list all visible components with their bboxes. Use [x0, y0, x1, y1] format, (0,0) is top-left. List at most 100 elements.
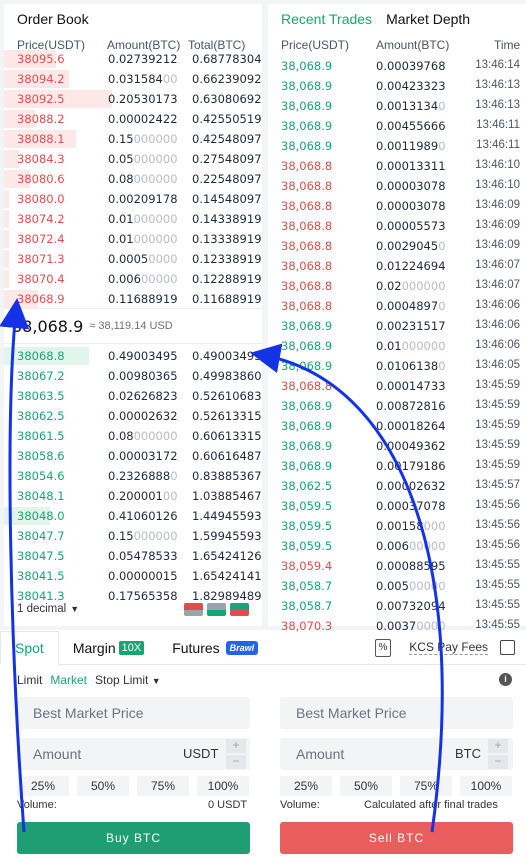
- trade-amount: 0.00131340: [376, 99, 446, 113]
- trade-amount: 0.00179186: [376, 459, 446, 473]
- trade-row: 38,068.9 0.00179186 13:45:59: [268, 456, 526, 476]
- bid-row[interactable]: 38067.2 0.00980365 0.49983860: [4, 366, 262, 386]
- amount-value: 0.15: [108, 132, 134, 146]
- order-type-market[interactable]: Market: [50, 673, 88, 687]
- trade-amount: 0.00037078: [376, 499, 446, 513]
- trade-time: 13:46:11: [476, 139, 520, 151]
- ask-amount: 0.15000000: [108, 132, 178, 146]
- ask-row[interactable]: 38072.4 0.01000000 0.13338919: [4, 229, 262, 249]
- bid-row[interactable]: 38063.5 0.02626823 0.52610683: [4, 386, 262, 406]
- amount-trailing-zeros: 000: [423, 519, 446, 533]
- buy-pct-75[interactable]: 75%: [137, 776, 189, 796]
- ask-row[interactable]: 38088.2 0.00002422 0.42550519: [4, 109, 262, 129]
- amount-trailing-zeros: 000000: [401, 339, 446, 353]
- kcs-pay-fees-checkbox[interactable]: [500, 640, 515, 655]
- trade-time: 13:46:13: [475, 99, 520, 111]
- amount-trailing-zeros: 00: [162, 489, 178, 503]
- bid-row[interactable]: 38058.6 0.00003172 0.60616487: [4, 446, 262, 466]
- sell-pct-100[interactable]: 100%: [460, 776, 512, 796]
- ask-row[interactable]: 38080.6 0.08000000 0.22548097: [4, 169, 262, 189]
- trades-col-time: Time: [494, 38, 521, 52]
- bid-row[interactable]: 38048.0 0.41060126 1.44945593: [4, 506, 262, 526]
- amount-value: 0.17565358: [108, 589, 178, 603]
- tab-spot[interactable]: Spot: [0, 630, 59, 665]
- ask-row[interactable]: 38074.2 0.01000000 0.14338919: [4, 209, 262, 229]
- buy-amount-input[interactable]: Amount: [17, 738, 250, 770]
- info-icon[interactable]: i: [499, 673, 512, 686]
- buy-pct-50[interactable]: 50%: [77, 776, 129, 796]
- amount-value: 0.006: [376, 539, 409, 553]
- calculator-icon[interactable]: %: [375, 639, 391, 657]
- trade-amount: 0.00290450: [376, 239, 446, 253]
- tab-recent-trades[interactable]: Recent Trades: [281, 11, 373, 27]
- decimal-select[interactable]: 1 decimal ▼: [17, 603, 80, 615]
- ask-total: 0.12288919: [192, 272, 262, 286]
- ask-row[interactable]: 38088.1 0.15000000 0.42548097: [4, 129, 262, 149]
- buy-amount-decrement[interactable]: −: [226, 755, 246, 769]
- book-mode-asks-icon[interactable]: [207, 603, 226, 616]
- amount-value: 0.08: [108, 172, 134, 186]
- trade-price: 38,059.4: [281, 559, 333, 573]
- trade-time: 13:46:06: [475, 339, 520, 351]
- bid-row[interactable]: 38041.3 0.17565358 1.82989489: [4, 586, 262, 606]
- tab-market-depth[interactable]: Market Depth: [386, 11, 471, 27]
- amount-value: 0.00013311: [376, 159, 446, 173]
- trade-time: 13:46:07: [475, 259, 520, 271]
- ask-row[interactable]: 38068.9 0.11688919 0.11688919: [4, 289, 262, 309]
- trade-time: 13:46:09: [475, 239, 520, 251]
- sell-amount-decrement[interactable]: −: [488, 755, 508, 769]
- amount-trailing-zeros: 00: [162, 72, 178, 86]
- bid-total: 0.49003495: [192, 349, 262, 363]
- book-mode-bids-icon[interactable]: [230, 603, 249, 616]
- bid-row[interactable]: 38061.5 0.08000000 0.60613315: [4, 426, 262, 446]
- ask-row[interactable]: 38071.3 0.00050000 0.12338919: [4, 249, 262, 269]
- bid-row[interactable]: 38041.5 0.00000015 1.65424141: [4, 566, 262, 586]
- amount-value: 0.05478533: [108, 549, 178, 563]
- amount-value: 0.0011989: [376, 139, 439, 153]
- trade-amount: 0.00003078: [376, 179, 446, 193]
- tab-margin[interactable]: Margin 10X: [59, 631, 158, 665]
- buy-pct-100[interactable]: 100%: [197, 776, 249, 796]
- bid-row[interactable]: 38054.6 0.23268880 0.83885367: [4, 466, 262, 486]
- sell-pct-75[interactable]: 75%: [400, 776, 452, 796]
- bid-row[interactable]: 38048.1 0.20000100 1.03885467: [4, 486, 262, 506]
- ask-row[interactable]: 38094.2 0.03158400 0.66239092: [4, 69, 262, 89]
- bid-row[interactable]: 38068.8 0.49003495 0.49003495: [4, 346, 262, 366]
- trade-time: 13:45:56: [475, 519, 520, 531]
- trade-time: 13:45:59: [475, 459, 520, 471]
- sell-pct-25[interactable]: 25%: [280, 776, 332, 796]
- order-type-limit[interactable]: Limit: [17, 673, 43, 687]
- amount-trailing-zeros: 00000: [140, 272, 178, 286]
- ask-row[interactable]: 38095.6 0.02739212 0.68778304: [4, 49, 262, 69]
- buy-btc-button[interactable]: Buy BTC: [17, 822, 250, 854]
- sell-amount-increment[interactable]: +: [488, 739, 508, 753]
- bid-row[interactable]: 38062.5 0.00002632 0.52613315: [4, 406, 262, 426]
- ask-depth-bar: [4, 190, 10, 208]
- buy-amount-increment[interactable]: +: [226, 739, 246, 753]
- bid-row[interactable]: 38047.7 0.15000000 1.59945593: [4, 526, 262, 546]
- bid-price: 38041.3: [17, 589, 65, 603]
- bid-price: 38047.7: [17, 529, 65, 543]
- ask-row[interactable]: 38070.4 0.00600000 0.12288919: [4, 269, 262, 289]
- ask-row[interactable]: 38080.0 0.00209178 0.14548097: [4, 189, 262, 209]
- ask-row[interactable]: 38084.3 0.05000000 0.27548097: [4, 149, 262, 169]
- buy-price-field[interactable]: Best Market Price: [17, 697, 250, 729]
- ask-price: 38088.2: [17, 112, 65, 126]
- amount-value: 0.00003172: [108, 449, 178, 463]
- trade-amount: 0.02000000: [376, 279, 446, 293]
- sell-amount-unit: BTC: [455, 746, 481, 761]
- order-type-stop-limit[interactable]: Stop Limit ▼: [95, 673, 161, 687]
- sell-btc-button[interactable]: Sell BTC: [280, 822, 513, 854]
- index-price: ≈ 38,119.14 USD: [89, 320, 173, 332]
- bid-row[interactable]: 38047.5 0.05478533 1.65424126: [4, 546, 262, 566]
- amount-trailing-zeros: 0: [438, 139, 446, 153]
- bid-price: 38068.8: [17, 349, 65, 363]
- sell-price-field[interactable]: Best Market Price: [280, 697, 513, 729]
- book-mode-both-icon[interactable]: [184, 603, 203, 616]
- trade-amount: 0.00048970: [376, 299, 446, 313]
- col-amount: Amount(BTC): [107, 38, 181, 52]
- buy-pct-25[interactable]: 25%: [17, 776, 69, 796]
- tab-futures[interactable]: Futures Brawl: [158, 631, 272, 665]
- ask-row[interactable]: 38092.5 0.20530173 0.63080692: [4, 89, 262, 109]
- sell-pct-50[interactable]: 50%: [340, 776, 392, 796]
